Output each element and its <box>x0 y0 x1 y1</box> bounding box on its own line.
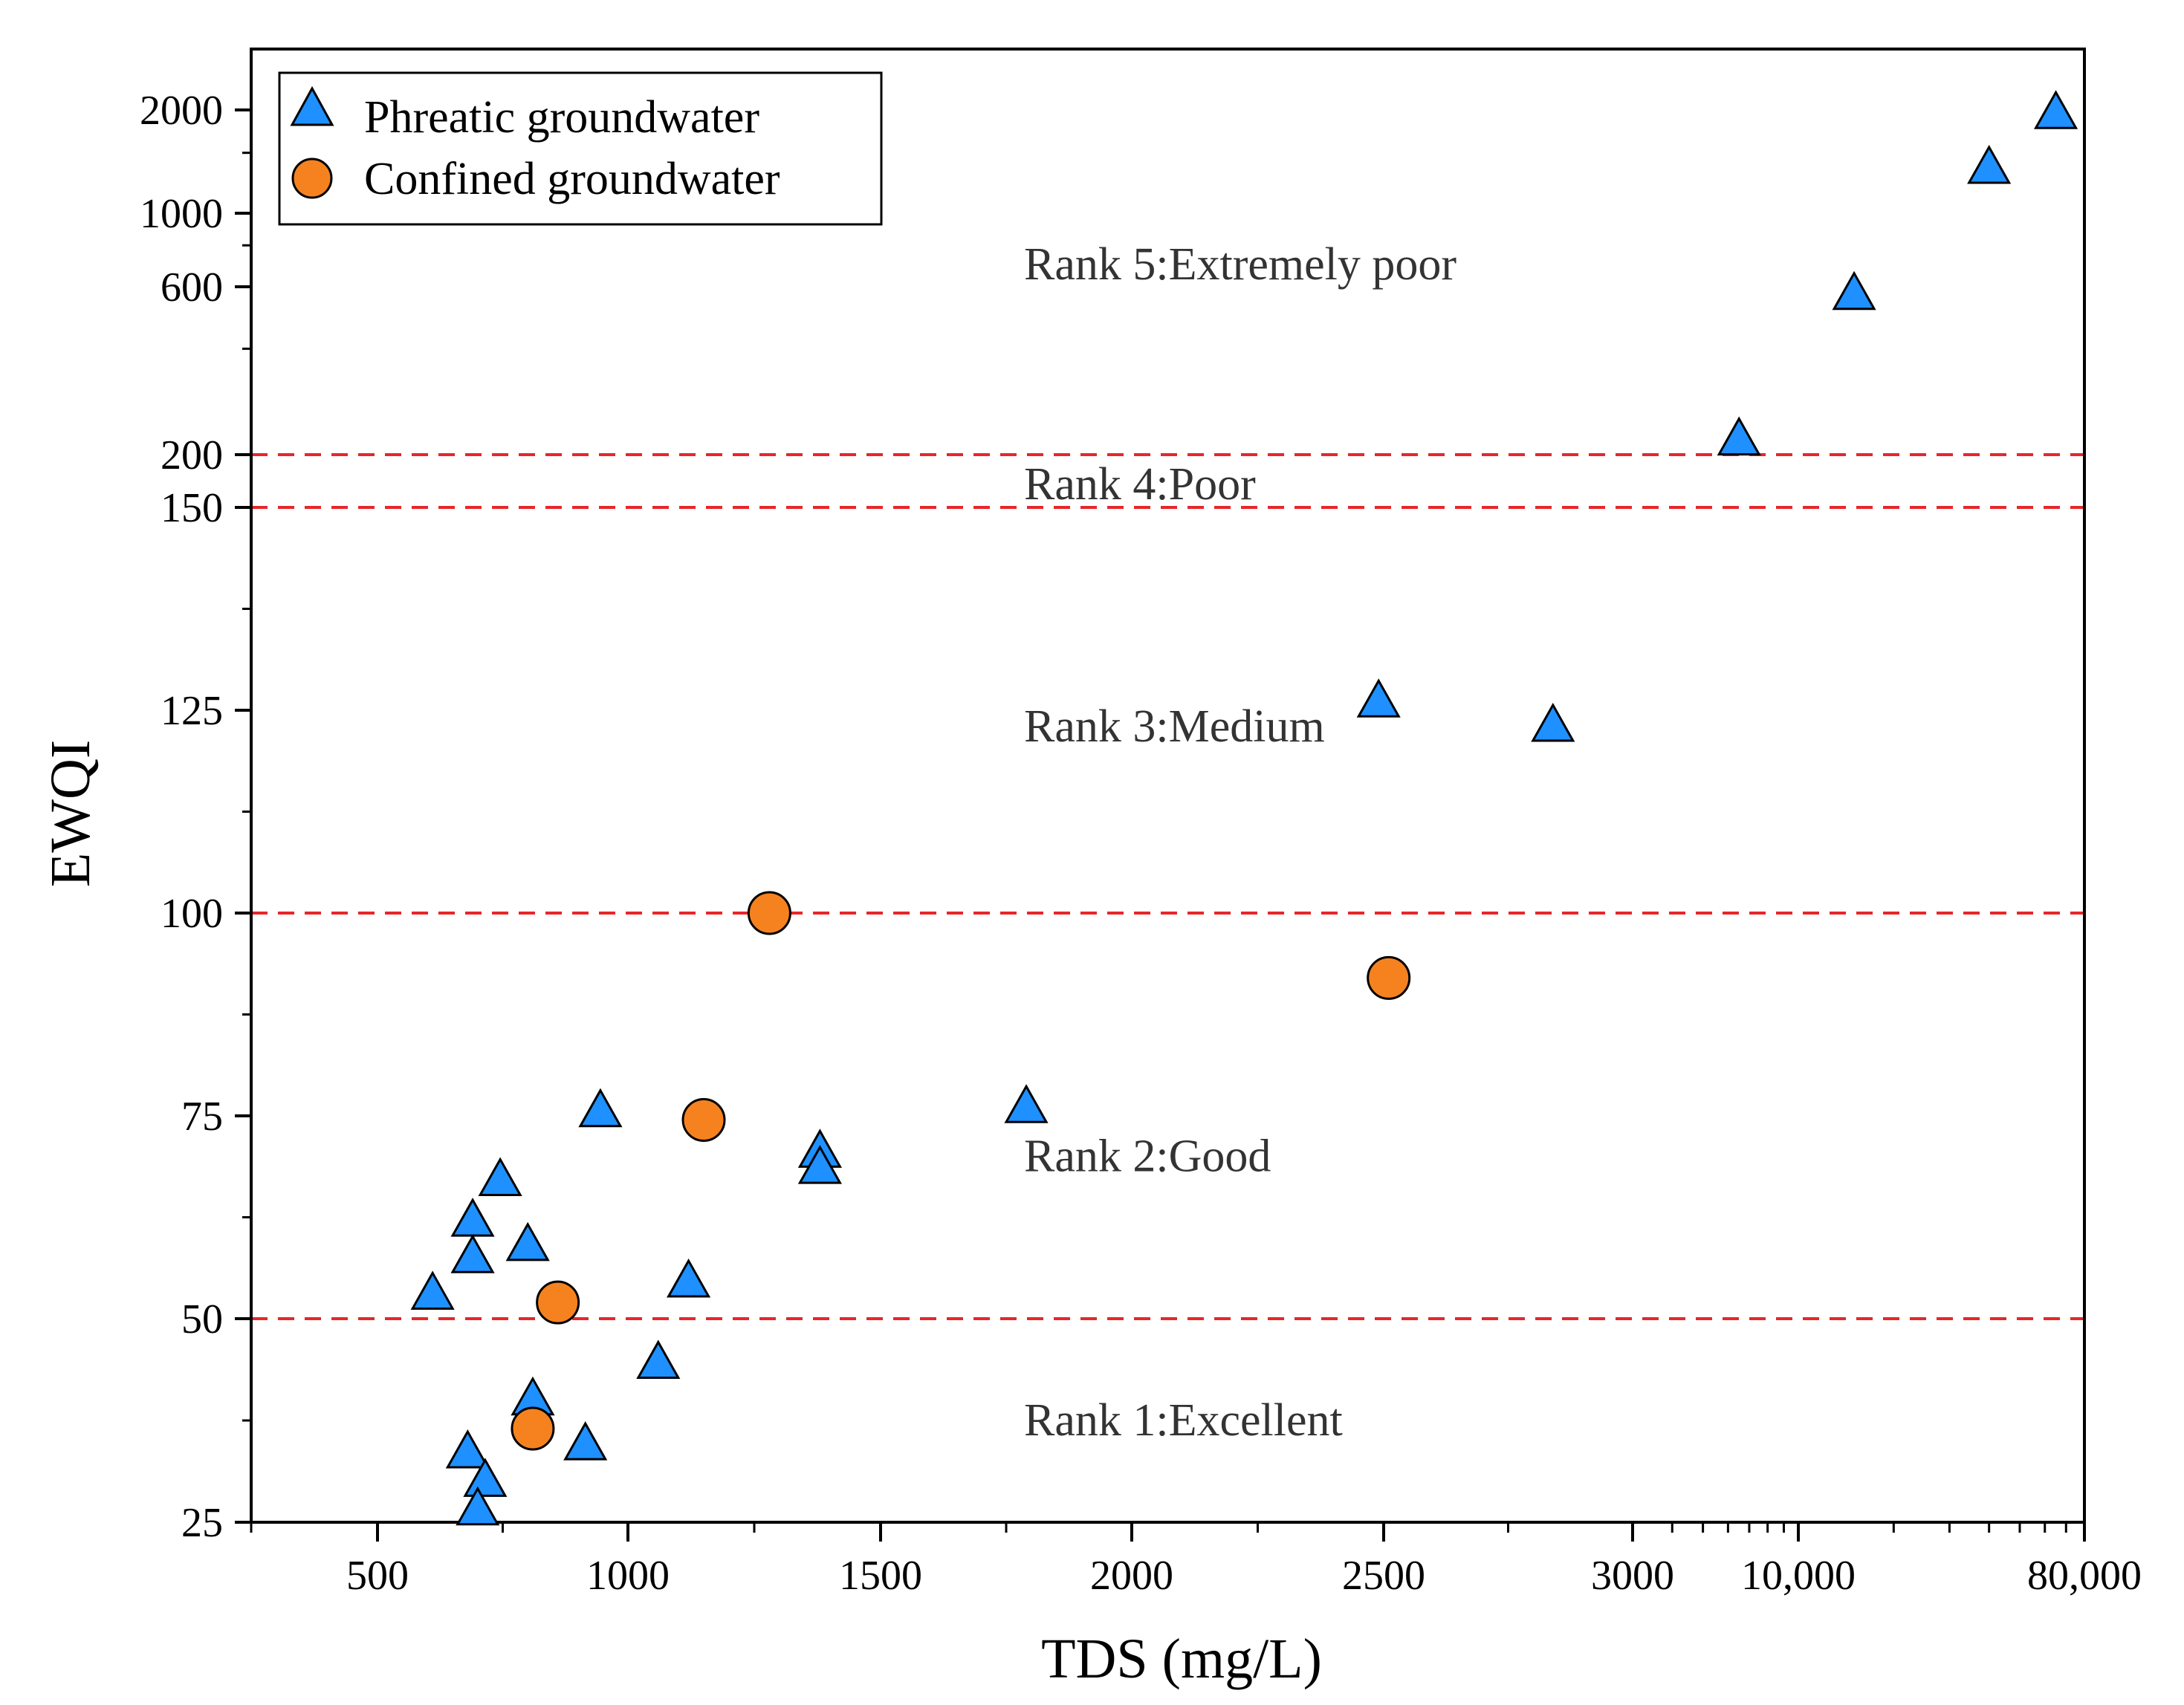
phreatic-point-3 <box>478 1157 522 1197</box>
phreatic-point-4 <box>505 1221 550 1261</box>
phreatic-point-16 <box>1356 678 1401 718</box>
x-axis-ticks: 500 1000 1500 2000 2500 3000 10,000 80,000 <box>250 1522 2142 1599</box>
y-axis-title: EWQI <box>39 740 102 887</box>
y-tick-label-200: 200 <box>161 432 223 478</box>
rank-label-3: Rank 3:Medium <box>1024 701 1325 752</box>
y-axis-ticks: 25 50 75 100 125 150 200 600 1000 2000 <box>140 88 251 1546</box>
legend-circle-marker <box>291 157 333 199</box>
rank-label-4: Rank 4:Poor <box>1024 459 1256 510</box>
phreatic-point-17 <box>1531 702 1575 742</box>
y-tick-label-25: 25 <box>181 1500 223 1546</box>
phreatic-point-8 <box>797 1145 842 1184</box>
phreatic-point-15 <box>456 1486 500 1526</box>
y-tick-label-125: 125 <box>161 688 223 734</box>
confined-point-0 <box>747 891 791 935</box>
phreatic-point-21 <box>2033 90 2078 129</box>
y-tick-label-600: 600 <box>161 264 223 311</box>
confined-point-1 <box>1367 955 1411 1000</box>
phreatic-point-6 <box>667 1259 711 1298</box>
phreatic-point-20 <box>1967 144 2012 184</box>
phreatic-point-10 <box>636 1339 681 1379</box>
rank-label-5: Rank 5:Extremely poor <box>1024 239 1456 290</box>
phreatic-point-9 <box>1004 1084 1049 1123</box>
x-tick-label-80000: 80,000 <box>2027 1553 2142 1599</box>
x-tick-label-3000: 3000 <box>1591 1553 1674 1599</box>
y-tick-label-150: 150 <box>161 485 223 531</box>
y-tick-label-75: 75 <box>181 1094 223 1140</box>
rank-label-2: Rank 2:Good <box>1024 1131 1271 1182</box>
phreatic-point-5 <box>578 1088 623 1128</box>
phreatic-point-12 <box>563 1421 608 1461</box>
phreatic-point-14 <box>463 1458 508 1497</box>
confined-point-3 <box>536 1280 580 1325</box>
rank-label-1: Rank 1:Excellent <box>1024 1395 1343 1446</box>
legend: Phreatic groundwater Confined groundwate… <box>278 71 883 226</box>
confined-point-4 <box>511 1406 555 1451</box>
rank-labels: Rank 5:Extremely poor Rank 4:Poor Rank 3:M… <box>1024 239 1456 1446</box>
x-tick-label-1500: 1500 <box>839 1553 922 1599</box>
legend-box <box>278 71 883 226</box>
y-tick-label-50: 50 <box>181 1296 223 1342</box>
x-tick-label-1000: 1000 <box>586 1553 670 1599</box>
legend-label-phreatic: Phreatic groundwater <box>364 92 759 143</box>
x-axis-title: TDS (mg/L) <box>1041 1628 1322 1690</box>
y-tick-label-2000: 2000 <box>140 88 223 134</box>
data-points <box>410 90 2078 1526</box>
legend-label-confined: Confined groundwater <box>364 154 780 204</box>
phreatic-point-18 <box>1717 416 1761 456</box>
x-tick-label-2000: 2000 <box>1090 1553 1173 1599</box>
phreatic-point-19 <box>1832 270 1876 311</box>
y-tick-label-1000: 1000 <box>140 191 223 237</box>
y-tick-label-100: 100 <box>161 891 223 937</box>
x-tick-label-10000: 10,000 <box>1741 1553 1856 1599</box>
x-tick-label-2500: 2500 <box>1342 1553 1425 1599</box>
legend-triangle-marker <box>290 85 334 126</box>
plot-frame <box>250 48 2086 1524</box>
phreatic-point-2 <box>450 1234 495 1273</box>
phreatic-point-13 <box>445 1429 490 1469</box>
x-tick-label-500: 500 <box>346 1553 409 1599</box>
phreatic-point-0 <box>410 1270 455 1310</box>
confined-point-2 <box>681 1097 726 1142</box>
